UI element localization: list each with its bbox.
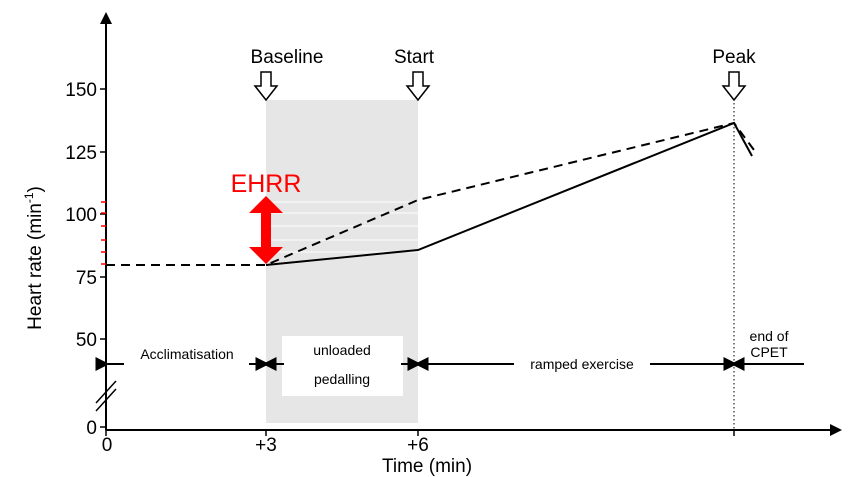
phase-label-pedalling: pedalling bbox=[314, 371, 370, 387]
x-tick-label: 0 bbox=[102, 435, 113, 456]
x-axis-title: Time (min) bbox=[382, 456, 472, 477]
series-solid-line bbox=[265, 121, 753, 266]
y-tick-label: 150 bbox=[65, 80, 97, 101]
y-axis-title-close: ) bbox=[25, 186, 46, 192]
x-tick-label: +3 bbox=[255, 435, 277, 456]
baseline-arrow-icon bbox=[253, 71, 279, 102]
ehrr-double-arrow bbox=[249, 196, 283, 264]
baseline-label: Baseline bbox=[251, 47, 324, 68]
x-tick-label: +6 bbox=[407, 435, 429, 456]
y-axis-title: Heart rate (min-1) bbox=[22, 186, 46, 330]
phase-label-acclimatisation: Acclimatisation bbox=[140, 346, 233, 362]
red-minor-ticks bbox=[101, 201, 106, 265]
y-tick-label: 50 bbox=[76, 330, 97, 351]
phase-label-cpet: CPET bbox=[750, 344, 788, 360]
y-tick-label: 0 bbox=[86, 418, 97, 439]
phase-label-ramped-exercise: ramped exercise bbox=[530, 356, 634, 372]
y-tick-label: 125 bbox=[65, 143, 97, 164]
y-tick-label: 100 bbox=[65, 205, 97, 226]
peak-arrow-icon bbox=[721, 71, 747, 102]
y-axis-title-main: Heart rate (min bbox=[25, 203, 46, 330]
start-label: Start bbox=[394, 47, 435, 68]
series-dashed-line bbox=[106, 121, 755, 266]
phase-label-unloaded: unloaded bbox=[313, 342, 371, 358]
phase-label-end-of: end of bbox=[750, 328, 789, 344]
shade-guides bbox=[266, 201, 418, 253]
start-arrow-icon bbox=[405, 71, 431, 102]
unloaded-label-box bbox=[282, 336, 403, 396]
y-axis-title-superscript: -1 bbox=[22, 192, 36, 203]
ehrr-label: EHRR bbox=[231, 170, 302, 198]
axis-break bbox=[95, 380, 117, 412]
y-tick-label: 75 bbox=[76, 268, 97, 289]
y-axis-arrowhead bbox=[100, 12, 112, 24]
y-ticks bbox=[100, 88, 106, 428]
x-ticks bbox=[105, 430, 735, 436]
x-axis-arrowhead bbox=[830, 424, 842, 436]
peak-label: Peak bbox=[712, 47, 756, 68]
